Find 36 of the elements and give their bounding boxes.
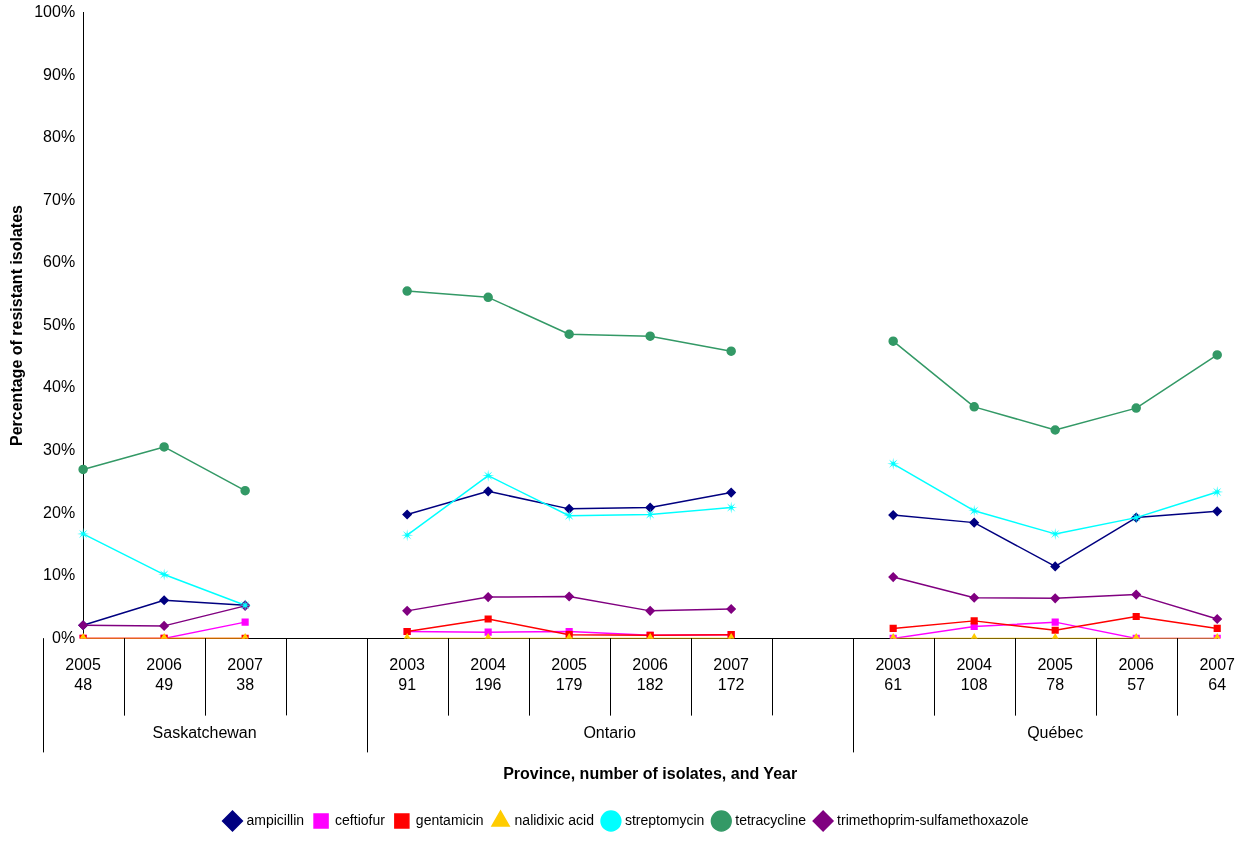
- y-tick-label: 0%: [52, 628, 76, 646]
- legend-label: streptomycin: [624, 811, 705, 828]
- x-tick-label: 2007 38: [227, 656, 264, 693]
- y-tick-label: 20%: [43, 503, 76, 521]
- x-tick-label: 2006 57: [1118, 656, 1155, 693]
- y-tick-label: 70%: [43, 190, 76, 208]
- y-axis-title: Percentage of resistant isolates: [8, 204, 26, 446]
- x-tick-label: 2005 179: [551, 656, 588, 693]
- x-tick-label: 2005 78: [1037, 656, 1074, 693]
- legend-label: ceftiofur: [335, 811, 386, 828]
- y-tick-label: 10%: [43, 566, 76, 584]
- legend-label: nalidixic acid: [514, 811, 594, 828]
- y-tick-label: 40%: [43, 378, 76, 396]
- x-tick-label: 2006 182: [632, 656, 669, 693]
- legend-label: gentamicin: [415, 811, 484, 828]
- text: Saskatchewan: [152, 723, 257, 741]
- x-tick-label: 2006 49: [146, 656, 183, 693]
- x-tick-label: 2004 108: [956, 656, 993, 693]
- x-tick-label: 2003 61: [875, 656, 912, 693]
- y-tick-label: 30%: [43, 441, 76, 459]
- y-tick-label: 80%: [43, 128, 76, 146]
- text: Québec: [1027, 723, 1084, 741]
- x-tick-label: 2004 196: [470, 656, 507, 693]
- text: Ontario: [583, 723, 636, 741]
- y-tick-label: 100%: [34, 3, 76, 21]
- y-tick-label: 90%: [43, 65, 76, 83]
- legend-label: tetracycline: [735, 811, 807, 828]
- y-tick-label: 60%: [43, 253, 76, 271]
- x-tick-label: 2007 64: [1199, 656, 1236, 693]
- x-tick-label: 2007 172: [713, 656, 750, 693]
- x-axis-title: Province, number of isolates, and Year: [503, 764, 798, 782]
- legend-label: trimethoprim-sulfamethoxazole: [837, 811, 1029, 828]
- x-tick-label: 2003 91: [389, 656, 426, 693]
- legend-label: ampicillin: [246, 811, 305, 828]
- y-tick-label: 50%: [43, 315, 76, 333]
- x-tick-label: 2005 48: [65, 656, 102, 693]
